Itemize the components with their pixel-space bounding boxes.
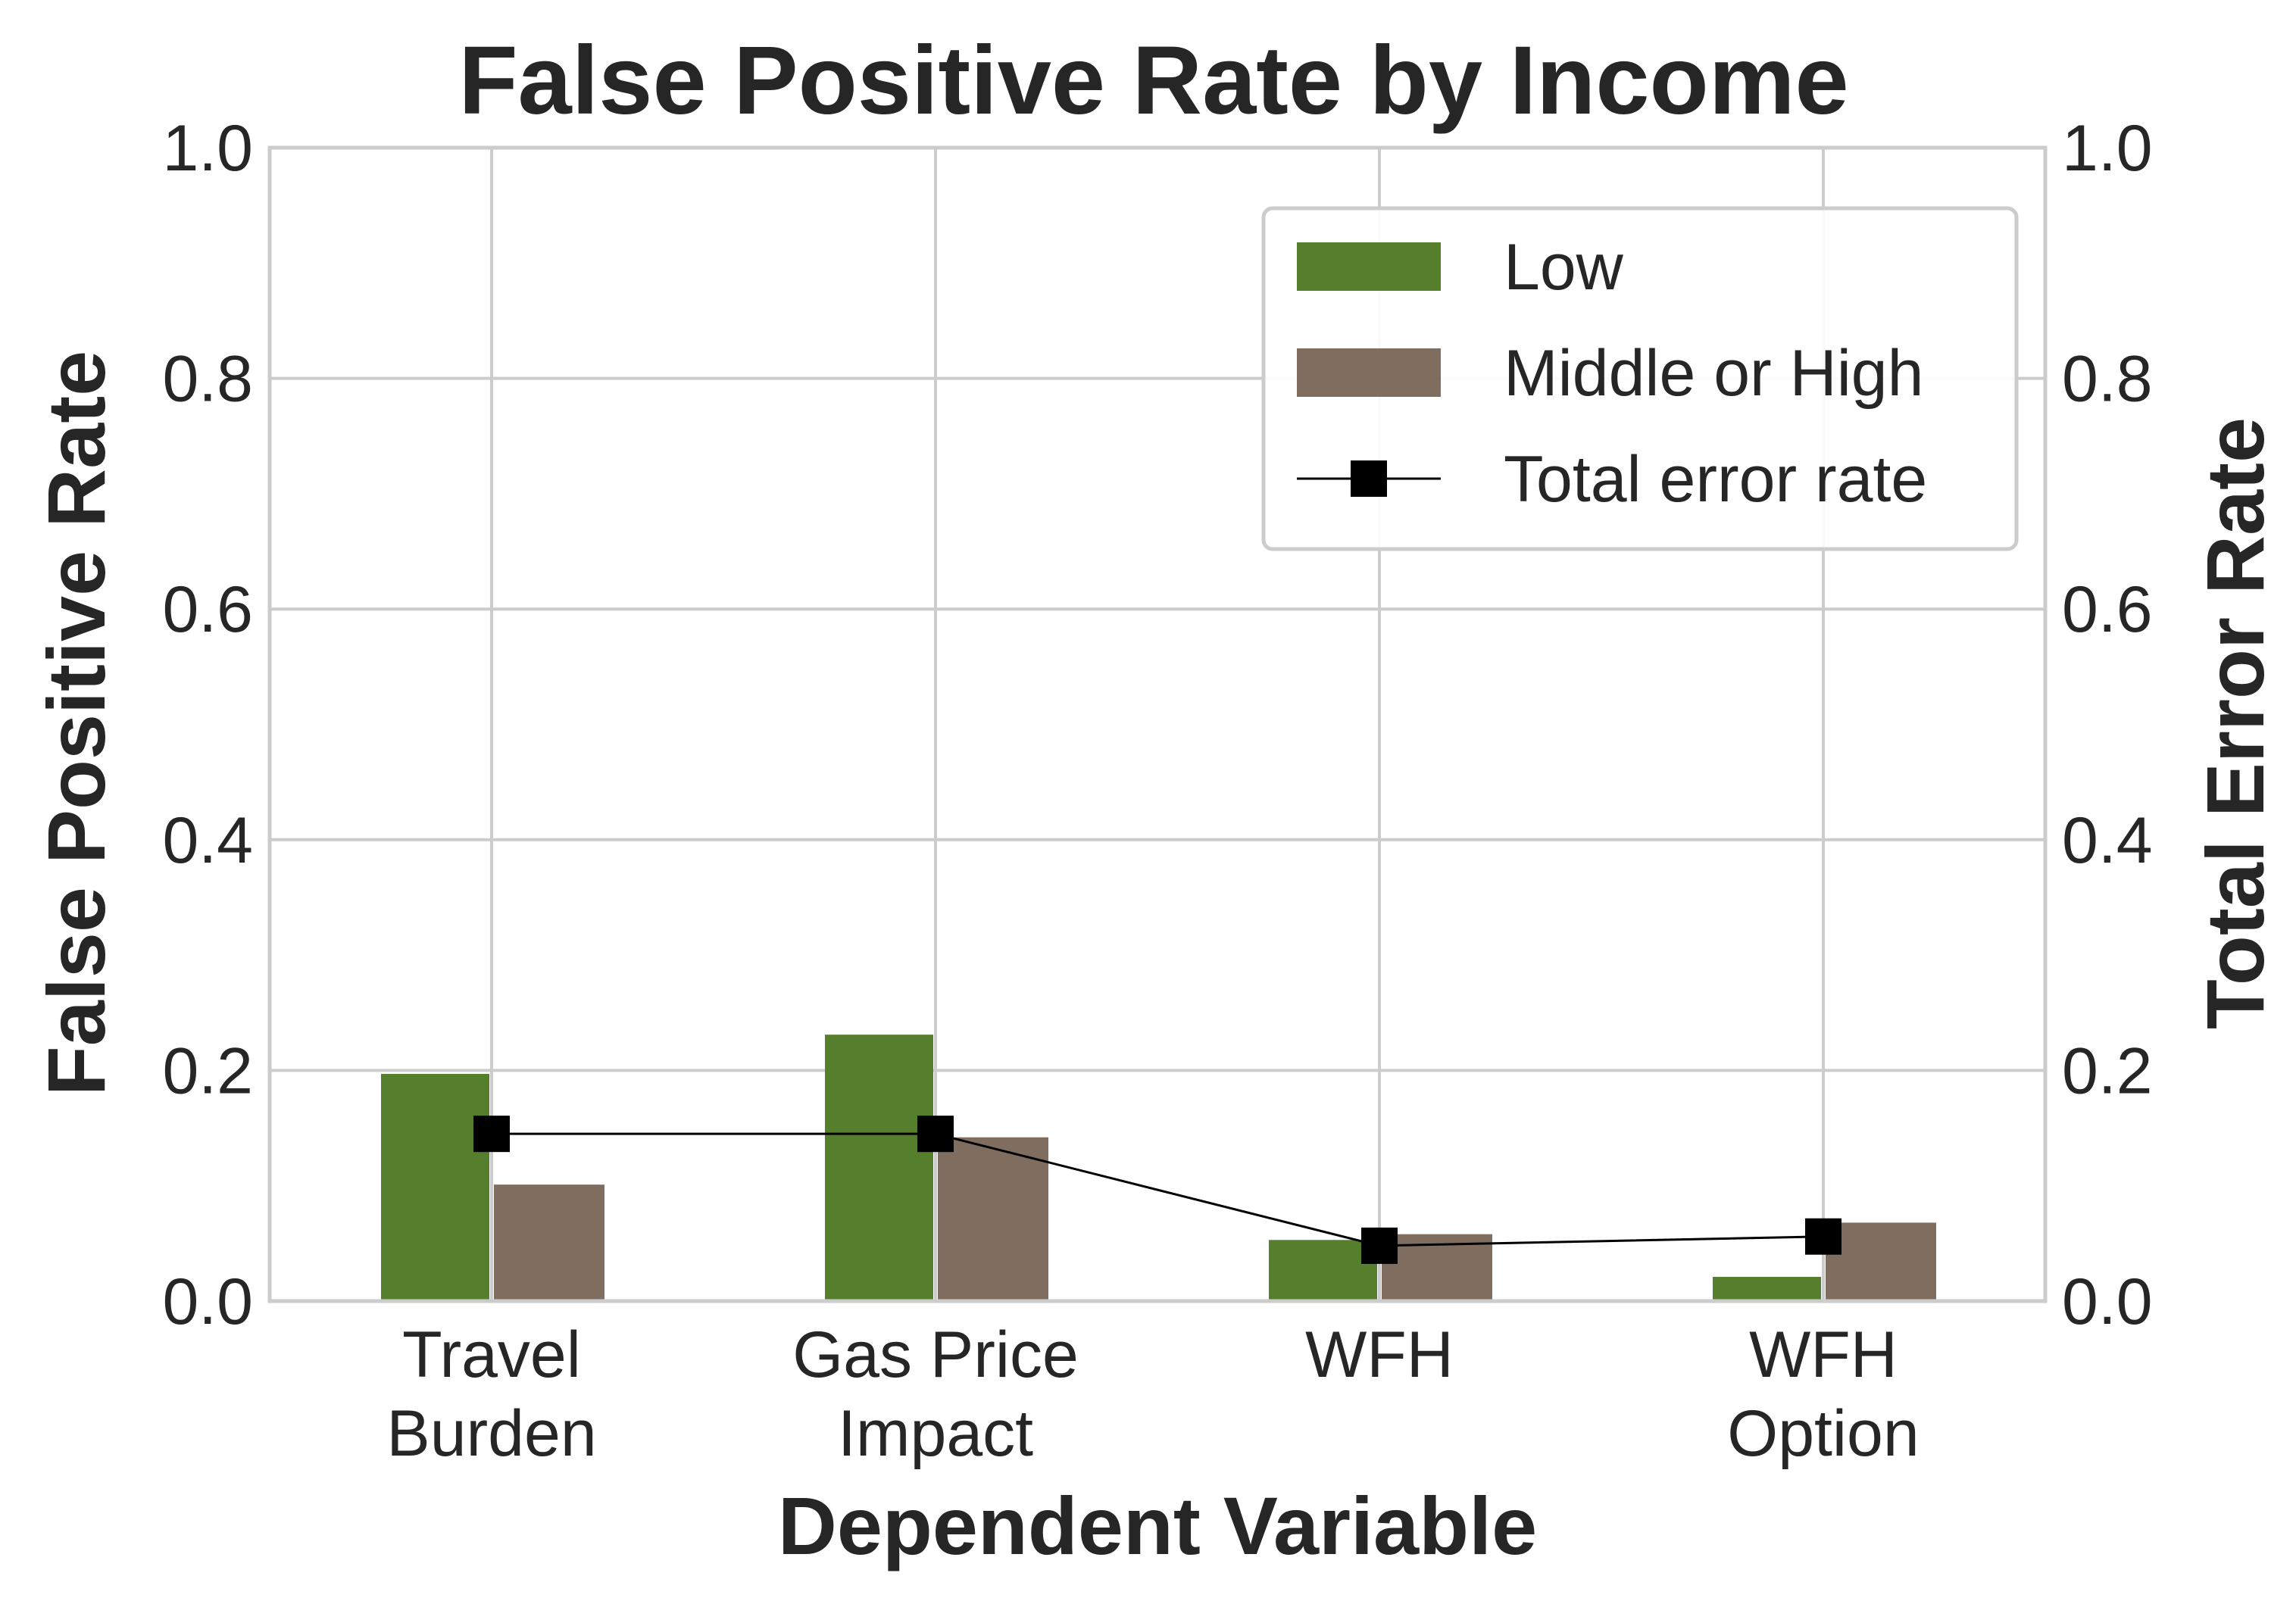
y-tick-label-3: 0.6 [162,573,253,646]
y2-tick-label-1: 0.2 [2062,1035,2153,1107]
x-tick-label-line: WFH [1305,1319,1454,1391]
bar-middle-or-high-0 [494,1184,604,1301]
bar-middle-or-high-3 [1826,1222,1936,1301]
x-tick-label-3: WFH Option [1727,1319,1919,1470]
chart-title: False Positive Rate by Income [458,27,1848,135]
total-error-marker-0 [473,1116,510,1153]
y2-tick-label-5: 1.0 [2062,112,2153,185]
y-tick-label-4: 0.8 [162,343,253,416]
total-error-line [473,1116,1841,1264]
x-tick-label-line: Impact [838,1397,1033,1470]
y-tick-label-2: 0.4 [162,804,253,877]
y-tick-label-5: 1.0 [162,112,253,185]
bar-low-1 [825,1035,933,1301]
x-tick-label-line: WFH [1749,1319,1898,1391]
x-tick-label-line: Burden [386,1397,596,1470]
plot-frame [267,145,2048,1303]
y-tick-label-1: 0.2 [162,1035,253,1107]
bar-low-0 [381,1073,489,1301]
right-y-ticks: 0.0 0.2 0.4 0.6 0.8 1.0 [2062,112,2153,1338]
x-tick-label-line: Travel [402,1319,581,1391]
y2-tick-label-4: 0.8 [2062,343,2153,416]
x-tick-label-line: Option [1727,1397,1919,1470]
legend-box [1261,206,2019,551]
legend: Low Middle or High Total error rate [1261,206,2019,551]
bar-low-3 [1713,1277,1821,1301]
total-error-marker-2 [1361,1227,1398,1264]
x-tick-label-1: Gas Price Impact [792,1319,1079,1470]
bar-middle-or-high-1 [938,1137,1048,1301]
y2-tick-label-3: 0.6 [2062,573,2153,646]
y2-tick-label-2: 0.4 [2062,804,2153,877]
legend-swatch-1 [1297,348,1441,397]
x-tick-label-0: Travel Burden [386,1319,596,1470]
total-error-marker-1 [917,1116,954,1153]
x-axis-label: Dependent Variable [778,1480,1537,1571]
y2-axis-label: Total Error Rate [2189,417,2281,1029]
legend-swatch-0 [1297,242,1441,291]
legend-label-1: Middle or High [1504,337,1923,410]
bars [381,1035,1936,1301]
x-tick-label-2: WFH [1305,1319,1454,1391]
legend-label-2: Total error rate [1504,443,1927,516]
total-error-marker-3 [1805,1218,1841,1255]
y-tick-label-0: 0.0 [162,1266,253,1338]
legend-label-0: Low [1504,231,1624,304]
bar-low-2 [1269,1240,1377,1301]
left-y-ticks: 0.0 0.2 0.4 0.6 0.8 1.0 [162,112,253,1338]
x-tick-label-line: Gas Price [792,1319,1079,1391]
legend-marker-2 [1351,460,1387,497]
total-error-polyline [492,1132,1824,1247]
y2-tick-label-0: 0.0 [2062,1266,2153,1338]
y-axis-label: False Positive Rate [30,351,122,1096]
